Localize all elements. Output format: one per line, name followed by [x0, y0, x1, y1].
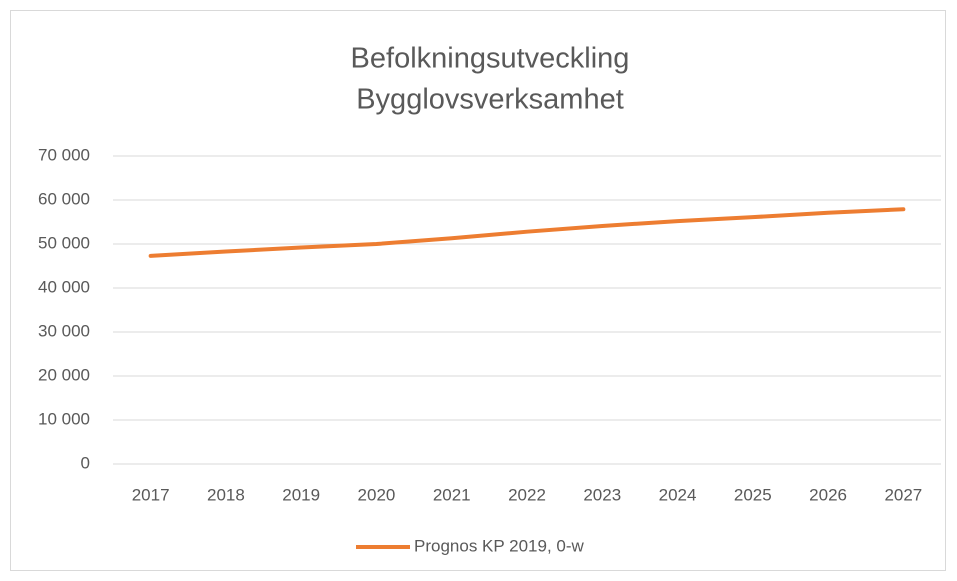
y-tick-label: 60 000 [38, 189, 90, 208]
y-tick-label: 40 000 [38, 277, 90, 296]
x-tick-label: 2027 [884, 485, 922, 504]
chart-border [10, 10, 946, 571]
legend-label: Prognos KP 2019, 0-w [414, 536, 585, 555]
y-tick-label: 10 000 [38, 409, 90, 428]
y-tick-label: 20 000 [38, 365, 90, 384]
y-tick-label: 50 000 [38, 233, 90, 252]
x-tick-label: 2024 [659, 485, 697, 504]
x-tick-label: 2022 [508, 485, 546, 504]
y-tick-label: 0 [81, 453, 90, 472]
series-line [148, 207, 906, 258]
chart-title: Bygglovsverksamhet [356, 84, 624, 116]
x-tick-label: 2023 [583, 485, 621, 504]
y-tick-label: 30 000 [38, 321, 90, 340]
x-tick-label: 2020 [358, 485, 396, 504]
x-tick-label: 2025 [734, 485, 772, 504]
x-tick-label: 2026 [809, 485, 847, 504]
x-tick-label: 2017 [132, 485, 170, 504]
x-tick-label: 2018 [207, 485, 245, 504]
x-tick-label: 2021 [433, 485, 471, 504]
y-tick-label: 70 000 [38, 145, 90, 164]
x-tick-label: 2019 [282, 485, 320, 504]
chart-title: Befolkningsutveckling [351, 43, 630, 75]
